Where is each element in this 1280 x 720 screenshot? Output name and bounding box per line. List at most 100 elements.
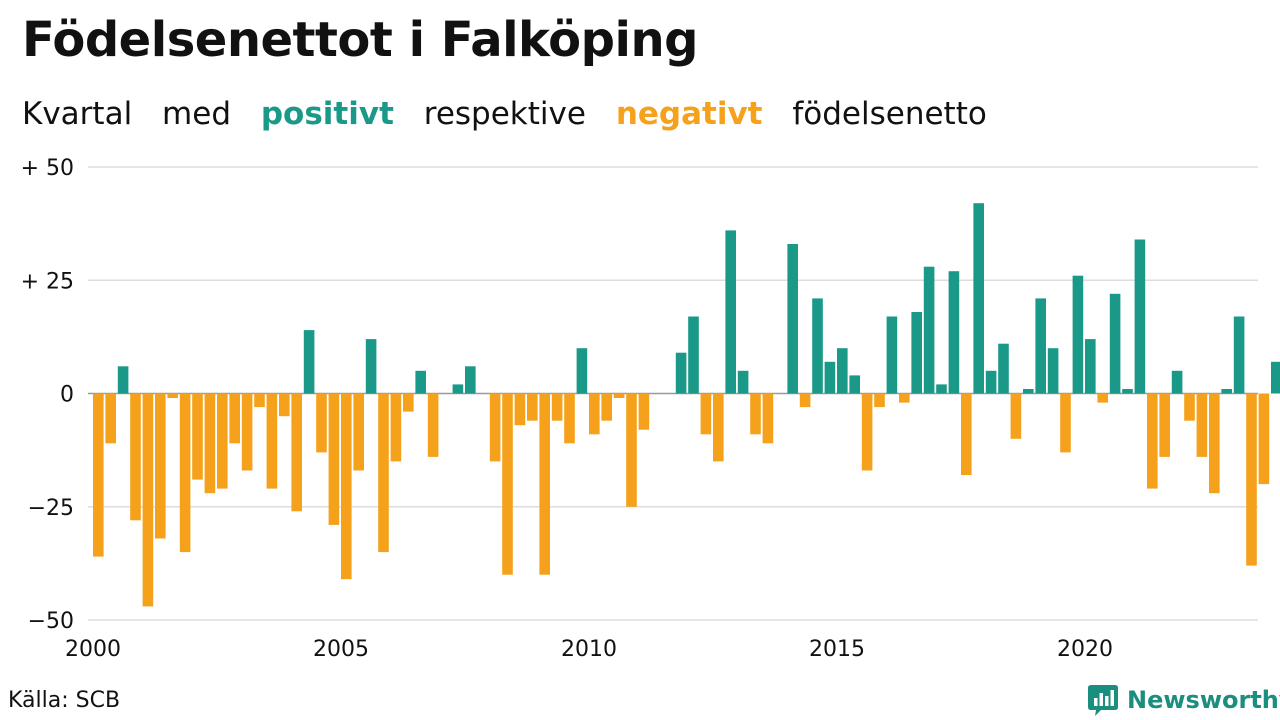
bar xyxy=(1196,393,1208,457)
bar xyxy=(1184,393,1195,421)
bar xyxy=(861,393,873,471)
subtitle-with: med xyxy=(162,96,231,132)
bar xyxy=(812,298,823,394)
bar xyxy=(936,384,947,394)
bar xyxy=(1221,389,1232,394)
subtitle-middle: respektive xyxy=(423,96,586,132)
bar xyxy=(155,393,166,539)
bar xyxy=(948,271,960,394)
bar xyxy=(415,370,426,394)
bar xyxy=(266,393,278,489)
bar xyxy=(142,393,154,607)
bar xyxy=(589,393,600,435)
bar xyxy=(465,366,476,394)
bar xyxy=(837,348,848,394)
bar xyxy=(514,393,526,426)
bar xyxy=(1147,393,1158,489)
bar xyxy=(1109,293,1121,394)
bar xyxy=(551,393,563,421)
y-tick-label: + 50 xyxy=(21,156,74,181)
x-tick-label: 2005 xyxy=(313,637,369,662)
bar xyxy=(1035,298,1046,394)
bar xyxy=(1271,361,1280,394)
bar xyxy=(1023,389,1034,394)
bar xyxy=(700,393,712,435)
bar xyxy=(576,348,588,394)
bar xyxy=(762,393,774,444)
bar xyxy=(985,370,997,394)
bar xyxy=(638,393,650,430)
bar xyxy=(1258,393,1270,485)
bar xyxy=(179,393,191,553)
brand-name: Newsworthy xyxy=(1127,686,1280,714)
chart-title: Födelsenettot i Falköping xyxy=(22,12,699,68)
bar xyxy=(117,366,129,394)
bar xyxy=(328,393,340,525)
bar xyxy=(824,361,836,394)
bar xyxy=(1122,389,1133,394)
bar xyxy=(365,339,377,394)
bar xyxy=(688,316,699,394)
x-tick-label: 2010 xyxy=(561,637,617,662)
bar xyxy=(130,393,141,521)
bar xyxy=(204,393,216,494)
bar xyxy=(1246,393,1257,566)
bar xyxy=(241,393,253,471)
bar xyxy=(105,393,116,444)
subtitle-positive-label: positivt xyxy=(260,96,394,132)
bar xyxy=(998,343,1009,394)
bar-chart: + 50 + 25 0 −25 −50 2000 2005 2010 2015 2020 xyxy=(21,156,1280,662)
bar xyxy=(874,393,885,408)
bar xyxy=(750,393,761,435)
bar xyxy=(1010,393,1022,439)
bar xyxy=(1134,239,1146,394)
bar xyxy=(1209,393,1220,494)
bar xyxy=(93,393,104,557)
subtitle-prefix: Kvartal xyxy=(22,96,133,132)
source-note: Källa: SCB xyxy=(8,688,121,713)
bar xyxy=(725,230,736,394)
bar xyxy=(403,393,414,412)
brand-logo: Newsworthy xyxy=(1087,683,1280,717)
y-tick-label: −25 xyxy=(28,496,74,521)
subtitle-suffix: födelsenetto xyxy=(792,96,987,132)
bar xyxy=(1060,393,1071,453)
bar xyxy=(1159,393,1170,457)
bar xyxy=(502,393,513,575)
y-tick-label: 0 xyxy=(60,383,74,408)
bar xyxy=(675,352,687,394)
bar xyxy=(961,393,972,475)
bar xyxy=(973,203,984,394)
bar xyxy=(737,370,749,394)
x-tick-label: 2020 xyxy=(1057,637,1113,662)
bar xyxy=(886,316,898,394)
bar xyxy=(341,393,352,580)
bar xyxy=(390,393,402,462)
bar xyxy=(626,393,637,507)
bar xyxy=(427,393,439,457)
bar xyxy=(613,393,625,398)
bar xyxy=(899,393,910,403)
bar xyxy=(353,393,364,471)
bar xyxy=(849,375,860,394)
chart-subtitle: Kvartal med positivt respektive negativt… xyxy=(22,96,1007,132)
bar xyxy=(378,393,389,553)
bar xyxy=(452,384,464,394)
bar xyxy=(713,393,724,462)
bar xyxy=(291,393,302,512)
bar xyxy=(799,393,811,408)
bar xyxy=(527,393,538,421)
bar xyxy=(489,393,501,462)
bar xyxy=(279,393,290,417)
bar xyxy=(787,244,798,394)
bar xyxy=(539,393,550,575)
bar xyxy=(564,393,575,444)
bar xyxy=(217,393,228,489)
y-tick-label: −50 xyxy=(28,609,74,634)
bar xyxy=(1047,348,1059,394)
bar xyxy=(923,266,935,394)
bar xyxy=(1085,339,1096,394)
bar xyxy=(303,330,315,394)
bar xyxy=(316,393,327,453)
newsworthy-logo-icon xyxy=(1088,685,1118,716)
